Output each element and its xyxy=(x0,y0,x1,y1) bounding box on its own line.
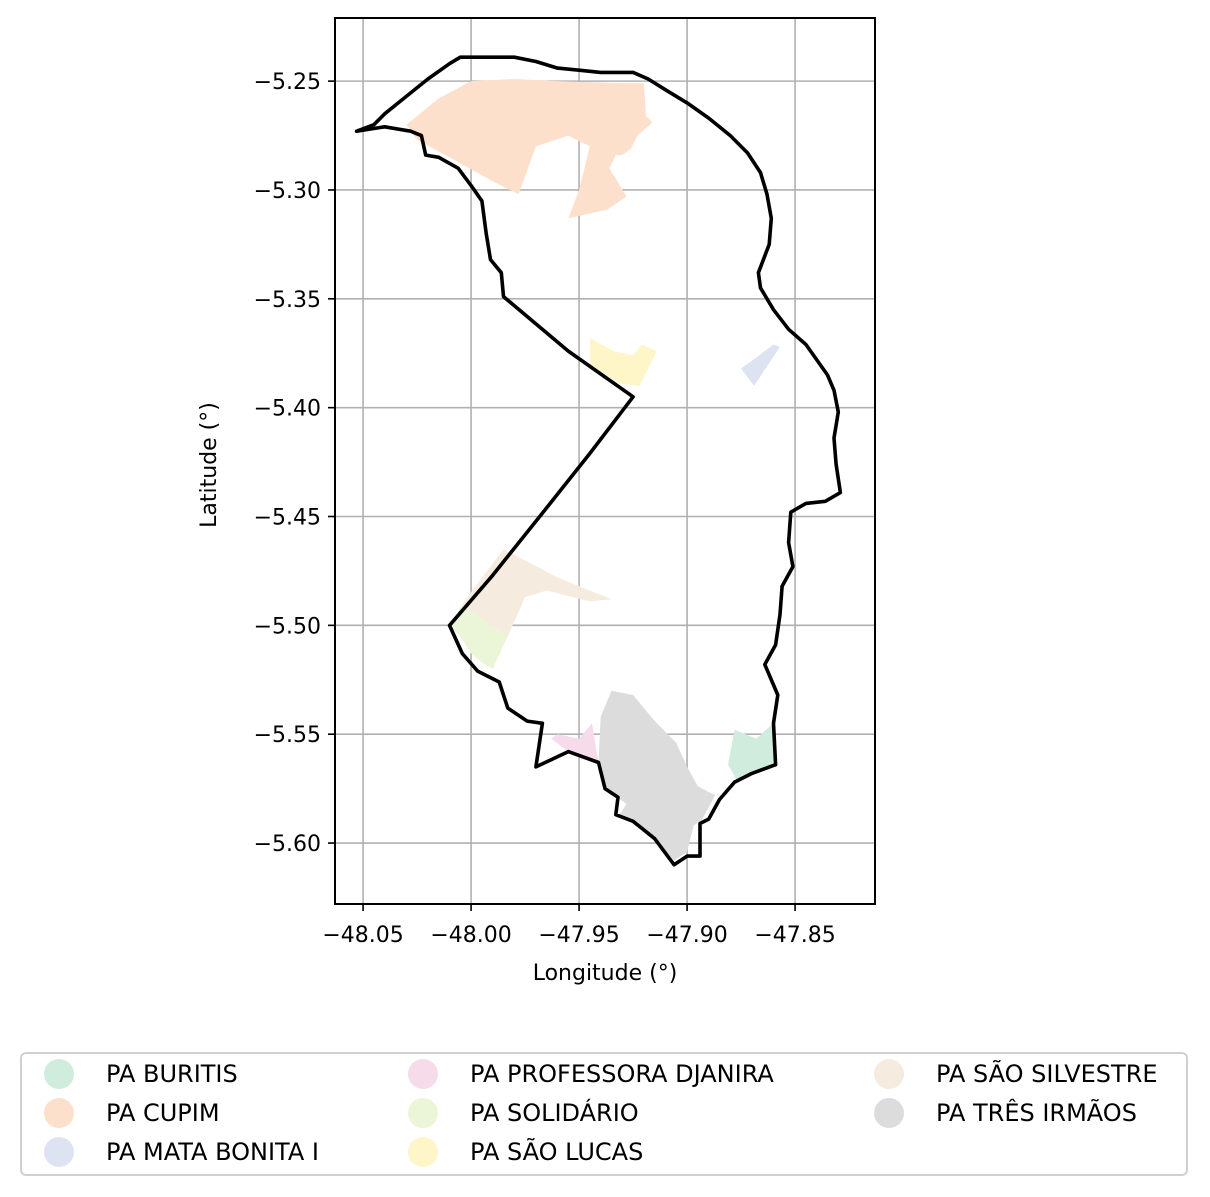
axis-ticks: −48.05 −48.00 −47.95 −47.90 −47.85 −5.25 −5.30… xyxy=(254,70,836,948)
x-tick-label: −47.90 xyxy=(646,923,727,948)
legend-label: PA SÃO SILVESTRE xyxy=(936,1060,1158,1088)
y-tick-label: −5.60 xyxy=(254,832,321,857)
y-axis-label: Latitude (°) xyxy=(197,402,222,528)
x-tick-label: −48.00 xyxy=(430,923,511,948)
boundary-outline xyxy=(354,55,843,867)
legend-item: PA SOLIDÁRIO xyxy=(386,1095,639,1131)
map-figure: −48.05 −48.00 −47.95 −47.90 −47.85 −5.25 −5.30… xyxy=(197,17,876,986)
legend-label: PA SOLIDÁRIO xyxy=(470,1099,639,1127)
x-tick-label: −48.05 xyxy=(322,923,403,948)
legend-item: PA SÃO LUCAS xyxy=(386,1134,643,1170)
legend-marker-icon xyxy=(408,1059,438,1089)
legend-marker-icon xyxy=(44,1098,74,1128)
legend-item: PA BURITIS xyxy=(22,1056,238,1092)
y-tick-label: −5.55 xyxy=(254,723,321,748)
settlement-polygon-pa-tr-s-irm-os xyxy=(598,690,716,861)
settlement-polygon-pa-professora-djanira xyxy=(551,723,599,763)
y-tick-label: −5.35 xyxy=(254,288,321,313)
legend-label: PA TRÊS IRMÃOS xyxy=(936,1099,1137,1127)
legend-label: PA BURITIS xyxy=(106,1060,238,1088)
legend-label: PA CUPIM xyxy=(106,1099,220,1127)
legend-item: PA TRÊS IRMÃOS xyxy=(852,1095,1137,1131)
legend-marker-icon xyxy=(44,1137,74,1167)
legend-marker-icon xyxy=(408,1098,438,1128)
settlement-polygon-pa-s-o-lucas xyxy=(589,338,657,386)
legend-label: PA PROFESSORA DJANIRA xyxy=(470,1060,774,1088)
plot-frame xyxy=(334,17,876,905)
legend-item: PA PROFESSORA DJANIRA xyxy=(386,1056,774,1092)
legend-label: PA SÃO LUCAS xyxy=(470,1138,644,1166)
legend-marker-icon xyxy=(408,1137,438,1167)
legend-marker-icon xyxy=(44,1059,74,1089)
y-tick-label: −5.30 xyxy=(254,179,321,204)
legend-label: PA MATA BONITA I xyxy=(106,1138,319,1166)
legend-item: PA SÃO SILVESTRE xyxy=(852,1056,1158,1092)
settlement-polygon-pa-mata-bonita-i xyxy=(741,344,780,386)
y-tick-label: −5.25 xyxy=(254,70,321,95)
y-tick-label: −5.45 xyxy=(254,506,321,531)
x-axis-label: Longitude (°) xyxy=(533,961,678,986)
settlement-polygon-pa-solid-rio xyxy=(449,603,508,669)
x-tick-label: −47.85 xyxy=(754,923,835,948)
legend-item: PA MATA BONITA I xyxy=(22,1134,319,1170)
settlement-polygon-pa-cupim xyxy=(406,79,653,219)
settlement-areas xyxy=(406,79,780,861)
settlement-polygon-pa-s-o-silvestre xyxy=(462,549,612,637)
legend-marker-icon xyxy=(874,1059,904,1089)
legend: PA BURITIS PA CUPIM PA MATA BONITA I PA PRO… xyxy=(20,1052,1188,1176)
y-tick-label: −5.50 xyxy=(254,614,321,639)
municipality-boundary xyxy=(354,55,843,867)
legend-item: PA CUPIM xyxy=(22,1095,220,1131)
legend-marker-icon xyxy=(874,1098,904,1128)
x-tick-label: −47.95 xyxy=(538,923,619,948)
settlement-polygon-pa-buritis xyxy=(728,723,774,780)
y-tick-label: −5.40 xyxy=(254,397,321,422)
